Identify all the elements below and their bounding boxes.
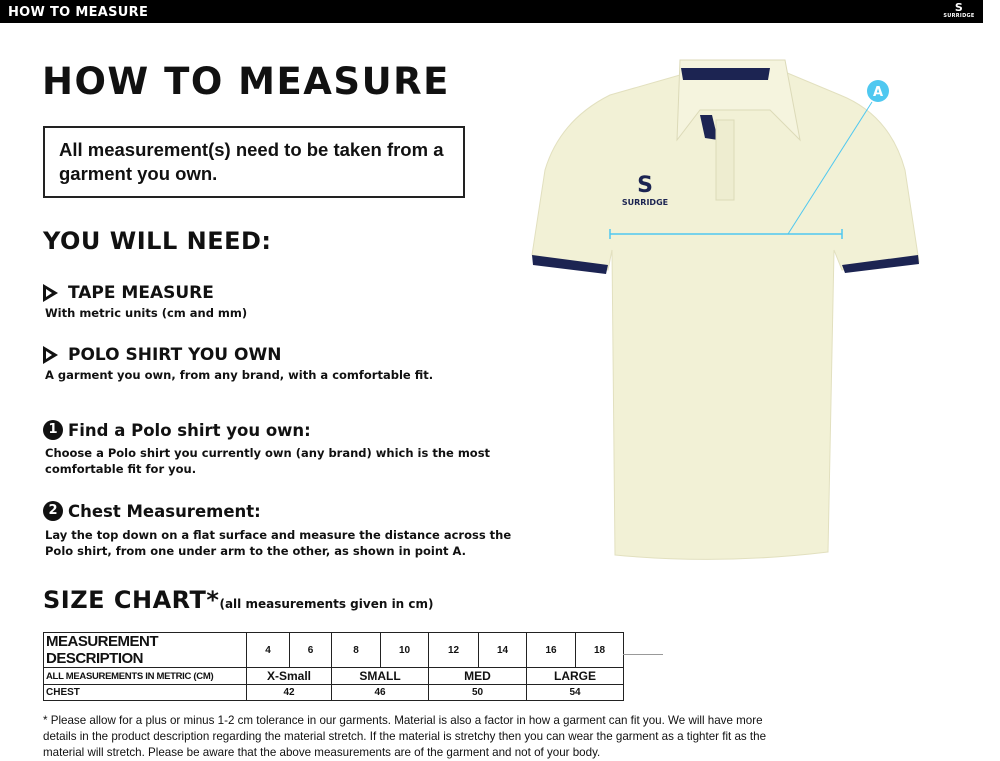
- page-title: HOW TO MEASURE: [42, 60, 450, 103]
- group-cell: MED: [428, 667, 527, 685]
- size-cell: 10: [380, 632, 429, 668]
- collar-trim: [681, 68, 770, 80]
- size-cell: 4: [246, 632, 290, 668]
- point-a-label: A: [873, 85, 883, 100]
- divider: [623, 654, 663, 655]
- size-table: MEASUREMENT DESCRIPTION 4 6 8 10 12 14 1…: [43, 632, 624, 701]
- you-will-need-heading: YOU WILL NEED:: [43, 227, 272, 255]
- placket-front: [715, 119, 735, 201]
- chest-cell: 42: [246, 684, 332, 701]
- step-number-icon: 1: [43, 420, 63, 440]
- chest-cell: 50: [428, 684, 527, 701]
- pointer-line: [787, 101, 873, 235]
- step-2: 2 Chest Measurement:: [43, 501, 261, 521]
- point-a-marker: [867, 80, 889, 102]
- need-item-tape: TAPE MEASURE: [43, 283, 214, 303]
- table-row: ALL MEASUREMENTS IN METRIC (CM) X-Small …: [43, 667, 624, 685]
- need-item-title: TAPE MEASURE: [68, 283, 214, 303]
- chest-logo-s: S: [637, 173, 653, 198]
- group-cell: SMALL: [331, 667, 429, 685]
- step-desc: Choose a Polo shirt you currently own (a…: [45, 446, 491, 476]
- step-1: 1 Find a Polo shirt you own:: [43, 420, 311, 440]
- note-box: All measurement(s) need to be taken from…: [43, 126, 465, 198]
- size-cell: 16: [526, 632, 576, 668]
- need-item-desc: With metric units (cm and mm): [45, 306, 248, 320]
- placket: [700, 115, 718, 140]
- group-cell: LARGE: [526, 667, 624, 685]
- play-arrow-icon: [43, 346, 58, 364]
- group-cell: X-Small: [246, 667, 332, 685]
- size-cell: 14: [478, 632, 527, 668]
- top-bar-title: HOW TO MEASURE: [8, 5, 149, 20]
- size-cell: 8: [331, 632, 381, 668]
- size-cell: 18: [575, 632, 624, 668]
- polo-shirt-illustration: S SURRIDGE A: [531, 59, 920, 560]
- need-item-polo: POLO SHIRT YOU OWN: [43, 345, 281, 365]
- metric-label: ALL MEASUREMENTS IN METRIC (CM): [43, 667, 247, 685]
- sleeve-cuff-left: [532, 255, 608, 274]
- size-chart-title: SIZE CHART*: [43, 586, 220, 614]
- shirt-body: [531, 71, 920, 560]
- need-item-desc: A garment you own, from any brand, with …: [45, 368, 434, 382]
- size-chart-subtitle: (all measurements given in cm): [219, 597, 434, 611]
- play-arrow-icon: [43, 284, 58, 302]
- chest-cell: 54: [526, 684, 624, 701]
- chest-logo-text: SURRIDGE: [622, 198, 668, 207]
- table-row: CHEST 42 46 50 54: [43, 684, 624, 701]
- step-desc: Lay the top down on a flat surface and m…: [45, 528, 512, 558]
- chest-cell: 46: [331, 684, 429, 701]
- footnote: * Please allow for a plus or minus 1-2 c…: [43, 714, 767, 759]
- surridge-logo: S SURRIDGE: [943, 1, 975, 19]
- step-title: Find a Polo shirt you own:: [68, 420, 311, 440]
- table-row: MEASUREMENT DESCRIPTION 4 6 8 10 12 14 1…: [43, 632, 624, 668]
- top-bar: HOW TO MEASURE S SURRIDGE: [0, 0, 983, 23]
- size-chart-heading: SIZE CHART*(all measurements given in cm…: [43, 586, 434, 614]
- step-number-icon: 2: [43, 501, 63, 521]
- sleeve-cuff-right: [842, 255, 919, 273]
- need-item-title: POLO SHIRT YOU OWN: [68, 345, 282, 365]
- step-title: Chest Measurement:: [68, 501, 261, 521]
- header-label: MEASUREMENT DESCRIPTION: [43, 632, 247, 668]
- chest-label: CHEST: [43, 684, 247, 701]
- size-cell: 12: [428, 632, 479, 668]
- size-cell: 6: [289, 632, 332, 668]
